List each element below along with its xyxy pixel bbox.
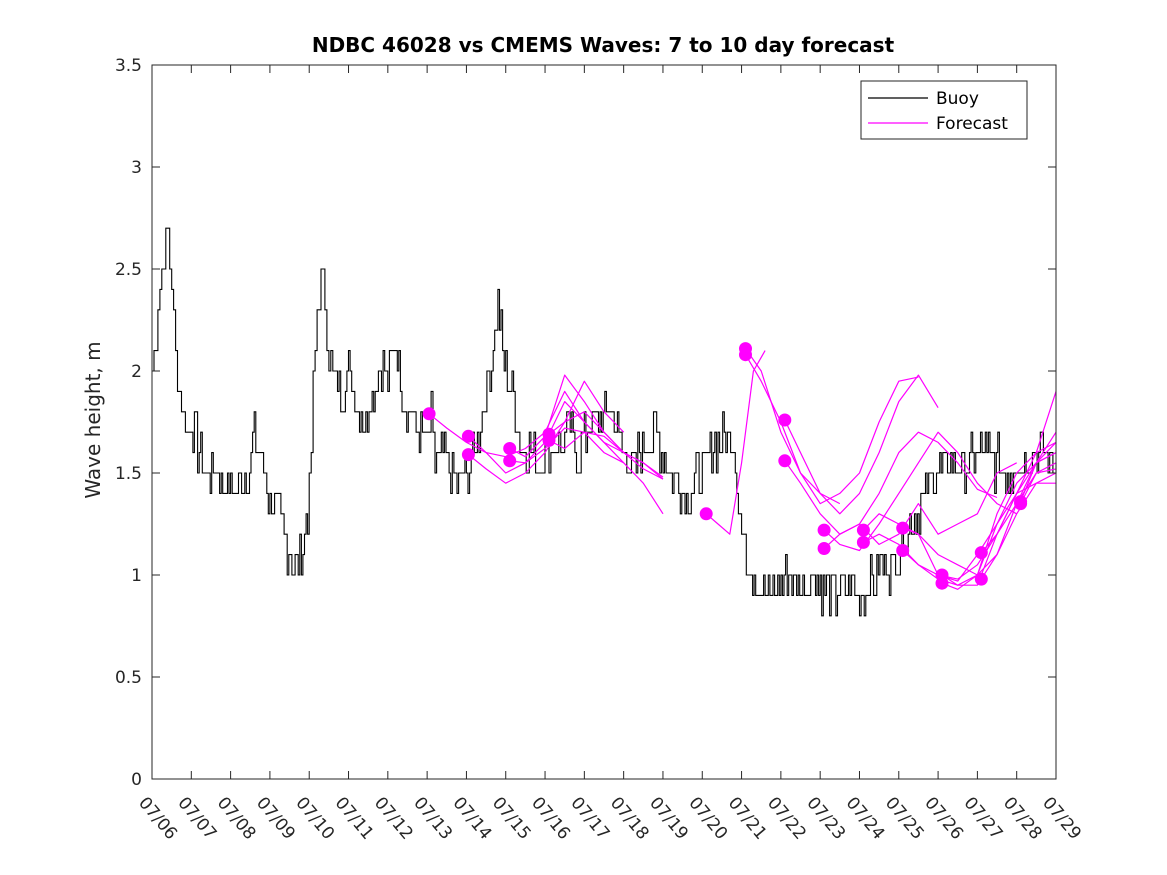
y-tick-label: 3.5: [115, 56, 142, 76]
forecast-marker-0: [422, 407, 436, 421]
y-tick-label: 3: [131, 158, 142, 178]
forecast-line-10: [784, 374, 939, 515]
forecast-line-11: [784, 431, 998, 535]
forecast-line-19: [941, 482, 1056, 590]
forecast-marker-10: [778, 413, 792, 427]
forecast-line-20: [980, 441, 1057, 553]
forecast-marker-16: [896, 521, 910, 535]
forecast-marker-21: [974, 572, 988, 586]
legend-label-buoy: Buoy: [936, 89, 979, 109]
axes-background: [152, 65, 1056, 779]
forecast-line-3: [509, 374, 664, 478]
legend-box: [860, 80, 1028, 140]
legend-label-forecast: Forecast: [936, 114, 1008, 134]
forecast-marker-2: [461, 448, 475, 462]
forecast-line-13: [823, 462, 1017, 549]
forecast-marker-12: [817, 523, 831, 537]
y-tick-label: 0: [131, 770, 142, 790]
forecast-marker-3: [503, 442, 517, 455]
forecast-line-8: [745, 348, 841, 505]
series-layer: [152, 227, 1057, 617]
forecast-line-2: [468, 380, 625, 484]
axes-box: [151, 64, 1057, 780]
forecast-line-4: [509, 427, 624, 464]
y-tick-label: 0.5: [115, 668, 142, 688]
forecast-marker-11: [778, 454, 792, 468]
forecast-marker-19: [935, 576, 949, 590]
forecast-marker-23: [1014, 497, 1028, 511]
legend: Buoy Forecast: [860, 80, 1028, 140]
forecast-marker-7: [699, 507, 713, 521]
forecast-line-6: [548, 431, 625, 454]
forecast-line-5: [548, 411, 664, 480]
forecast-marker-20: [974, 546, 988, 560]
y-tick-label: 2.5: [115, 260, 142, 280]
forecast-marker-6: [542, 433, 556, 447]
forecast-marker-1: [461, 429, 475, 443]
y-tick-label: 1.5: [115, 464, 142, 484]
forecast-line-12: [823, 431, 1017, 552]
forecast-line-14: [862, 391, 1057, 576]
forecast-marker-9: [739, 348, 752, 362]
forecast-line-9: [744, 354, 919, 505]
y-tick-label: 1: [131, 566, 142, 586]
forecast-marker-13: [817, 542, 831, 555]
y-tick-label: 2: [131, 362, 142, 382]
forecast-line-23: [1020, 468, 1057, 504]
forecast-marker-15: [856, 535, 870, 549]
y-axis-label: Wave height, m: [81, 341, 105, 498]
forecast-marker-4: [503, 454, 517, 468]
forecast-line-7: [705, 350, 766, 535]
forecast-line-22: [1020, 452, 1057, 502]
plot-area: [152, 65, 1056, 779]
forecast-line-15: [863, 431, 1057, 580]
chart-title: NDBC 46028 vs CMEMS Waves: 7 to 10 day f…: [312, 33, 895, 57]
forecast-marker-17: [896, 544, 910, 557]
forecast-marker-14: [856, 523, 870, 537]
